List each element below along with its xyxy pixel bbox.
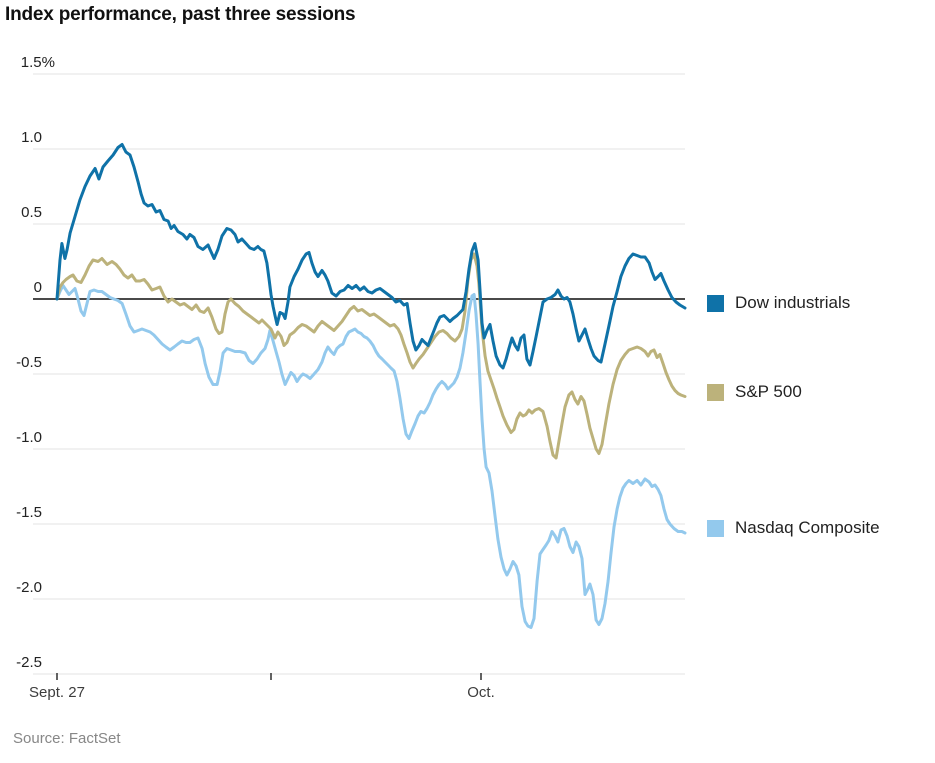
legend-label-dow-industrials: Dow industrials: [735, 293, 851, 312]
legend-swatch-nasdaq-composite: [707, 520, 724, 537]
y-axis-label: 0: [33, 279, 42, 296]
y-axis-label: -1.0: [16, 429, 42, 446]
y-axis-label: 1.5%: [20, 54, 55, 71]
y-axis-label: -2.0: [16, 579, 42, 596]
legend-swatch-s-p-500: [707, 383, 724, 401]
y-axis-label: -1.5: [16, 504, 42, 521]
series-line-nasdaq-composite: [55, 284, 687, 629]
y-axis-label: -2.5: [16, 654, 42, 671]
y-axis-label: -0.5: [16, 354, 42, 371]
series-line-s-p-500: [55, 252, 687, 460]
series-line-dow-industrials: [55, 143, 687, 370]
legend-label-s-p-500: S&P 500: [735, 381, 802, 401]
legend-label-nasdaq-composite: Nasdaq Composite: [735, 518, 880, 537]
source-note: Source: FactSet: [13, 730, 121, 747]
legend-swatch-dow-industrials: [707, 295, 724, 312]
x-axis-label: Sept. 27: [29, 684, 85, 701]
chart-title: Index performance, past three sessions: [5, 4, 356, 25]
y-axis-label: 0.5: [21, 204, 42, 221]
x-axis-label: Oct.: [467, 684, 495, 701]
y-axis-label: 1.0: [21, 129, 42, 146]
